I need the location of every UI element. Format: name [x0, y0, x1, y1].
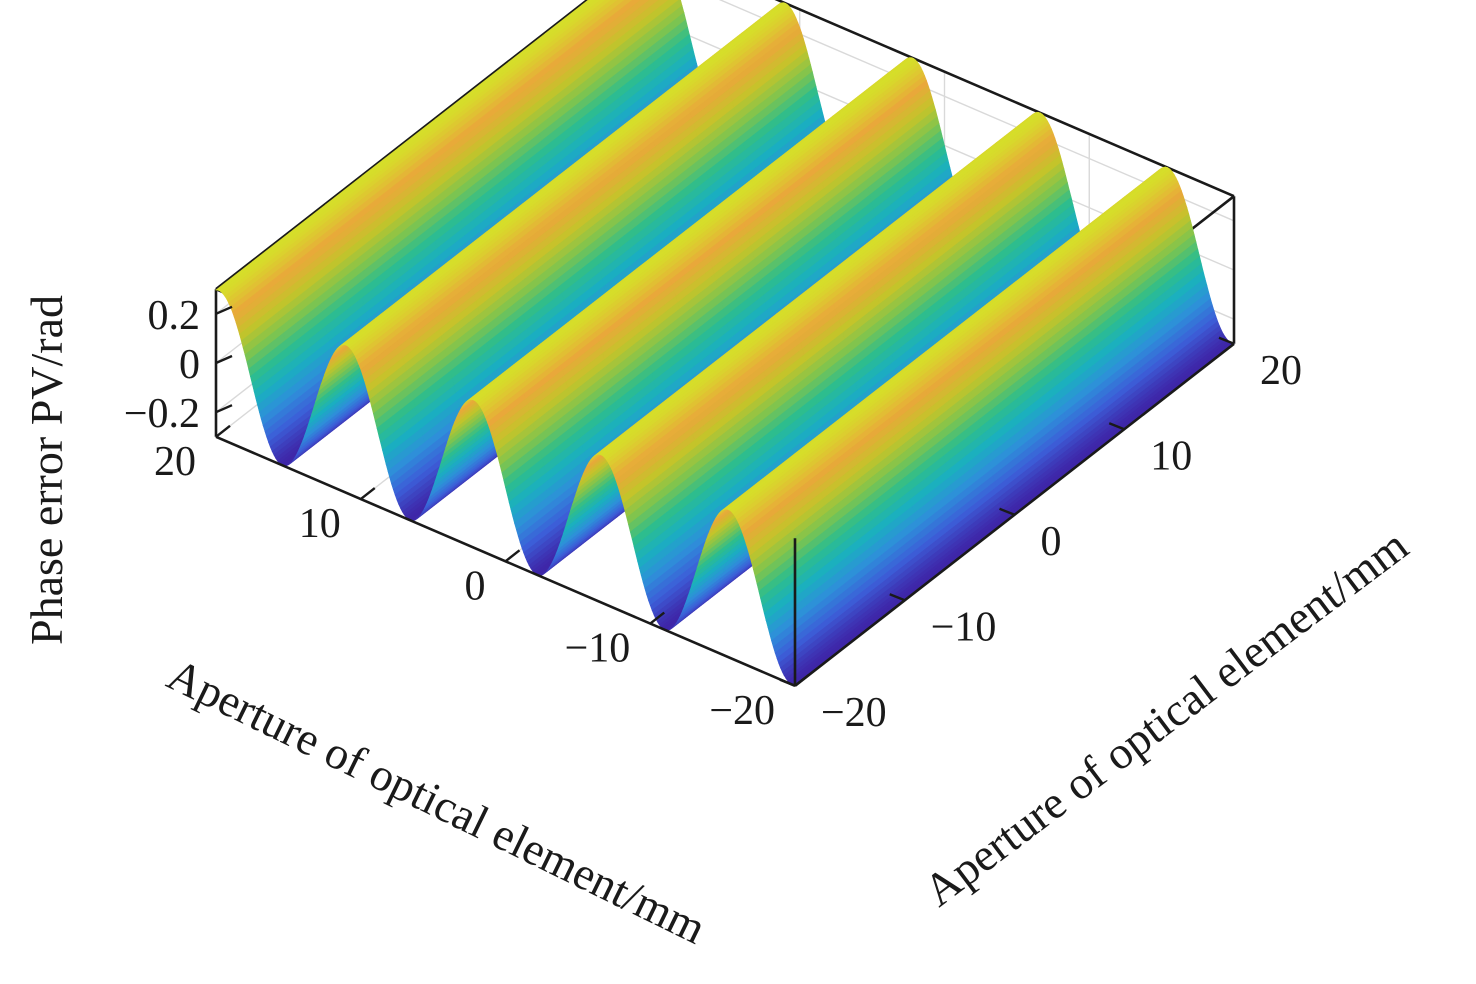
z-tick-mark [215, 404, 233, 414]
x-tick-label: −20 [709, 688, 775, 734]
y-tick-mark [999, 507, 1015, 516]
z-axis-label: Phase error PV/rad [21, 295, 72, 645]
x-tick-label: 20 [154, 439, 196, 485]
x-tick-mark [794, 673, 810, 687]
z-tick-label: 0 [179, 342, 200, 388]
y-tick-mark [1108, 422, 1125, 431]
z-tick-mark [215, 305, 233, 315]
y-tick-label: −20 [821, 690, 887, 736]
y-tick-label: 10 [1150, 433, 1192, 479]
z-tick-mark [215, 354, 233, 365]
y-tick-label: 20 [1260, 348, 1302, 394]
y-tick-mark [889, 593, 906, 602]
x-axis-label: Aperture of optical element/mm [160, 649, 714, 954]
x-tick-mark [649, 611, 665, 625]
z-tick-label: −0.2 [124, 391, 200, 437]
y-tick-label: −10 [931, 604, 997, 650]
axes-box-edge [215, 0, 590, 291]
y-tick-mark [1218, 336, 1235, 345]
grid-line [718, 0, 1235, 222]
y-axis-label: Aperture of optical element/mm [914, 519, 1417, 916]
x-tick-mark [215, 424, 231, 438]
y-tick-mark [779, 678, 796, 687]
x-tick-mark [360, 487, 376, 500]
axes-box-edge [774, 0, 1235, 198]
x-tick-label: 10 [299, 501, 341, 547]
y-tick-label: 0 [1041, 519, 1062, 565]
z-tick-label: 0.2 [148, 293, 201, 339]
x-tick-label: −10 [565, 626, 631, 672]
surface-layer [215, 0, 1235, 686]
x-tick-label: 0 [465, 563, 486, 609]
x-tick-mark [504, 549, 521, 563]
